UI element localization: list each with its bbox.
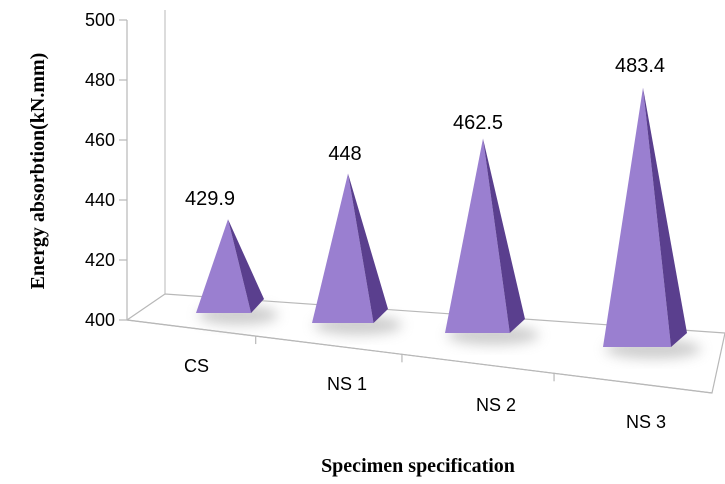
pyramid-bar-face <box>312 173 374 323</box>
x-tick-label: CS <box>184 356 209 376</box>
x-axis-title: Specimen specification <box>321 455 515 477</box>
pyramid-bar-face <box>603 87 672 348</box>
data-label: 462.5 <box>453 112 503 134</box>
data-label: 429.9 <box>185 188 235 210</box>
y-tick-label: 480 <box>85 70 115 90</box>
y-axis-title: Energy absorbtion(kN.mm) <box>27 53 49 290</box>
pyramid-bar-face <box>445 138 510 333</box>
y-tick-label: 420 <box>85 250 115 270</box>
x-tick-label: NS 2 <box>476 395 516 415</box>
x-tick-label: NS 3 <box>626 412 666 432</box>
pyramid-bar-face <box>196 219 252 313</box>
pyramid-bar-side <box>483 138 525 333</box>
x-axis-line <box>126 319 713 394</box>
pyramid-bar-side <box>643 87 687 348</box>
pyramid-bar-side <box>228 219 264 313</box>
y-tick-label: 460 <box>85 130 115 150</box>
y-tick-label: 400 <box>85 310 115 330</box>
x-tick-label: NS 1 <box>327 374 367 394</box>
pyramid-bar-side <box>348 173 388 323</box>
y-tick-label: 440 <box>85 190 115 210</box>
data-label: 448 <box>328 143 361 165</box>
y-tick-label: 500 <box>85 10 115 30</box>
data-label: 483.4 <box>615 55 665 77</box>
